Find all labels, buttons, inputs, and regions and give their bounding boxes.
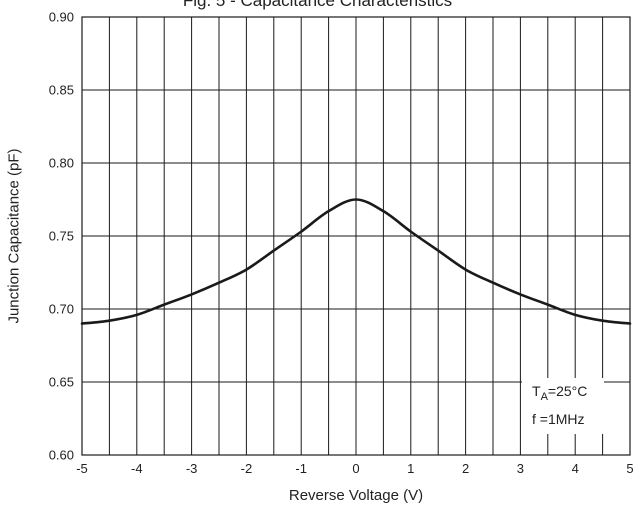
x-axis-label: Reverse Voltage (V)	[288, 487, 424, 504]
y-axis-label: Junction Capacitance (pF)	[5, 148, 23, 324]
y-tick-label: 0.60	[49, 448, 74, 463]
y-tick-labels: 0.60 0.65 0.70 0.75 0.80 0.85 0.90	[49, 10, 74, 463]
x-tick-label: 1	[407, 461, 414, 476]
y-tick-label: 0.90	[49, 10, 74, 25]
y-tick-label: 0.75	[49, 229, 74, 244]
series-layer	[80, 198, 632, 325]
x-tick-label: -2	[241, 461, 253, 476]
x-tick-label: 0	[352, 461, 359, 476]
x-tick-label: -3	[186, 461, 198, 476]
x-tick-label: -1	[295, 461, 307, 476]
y-tick-label: 0.85	[49, 83, 74, 98]
y-tick-label: 0.65	[49, 375, 74, 390]
capacitance-curve	[80, 198, 632, 325]
x-tick-labels: -5 -4 -3 -2 -1 0 1 2 3 4 5	[76, 461, 633, 476]
x-tick-label: 4	[572, 461, 579, 476]
x-tick-label: 3	[517, 461, 524, 476]
x-tick-label: -4	[131, 461, 143, 476]
chart-title: Fig. 5 - Capacitance Characteristics	[182, 0, 453, 10]
y-tick-label: 0.80	[49, 156, 74, 171]
x-tick-label: -5	[76, 461, 88, 476]
conditions-annotation: TA=25°C f =1MHz	[522, 378, 604, 434]
temperature-note: TA=25°C	[532, 383, 588, 403]
x-tick-label: 2	[462, 461, 469, 476]
plot-frame	[81, 16, 631, 456]
frequency-note: f =1MHz	[532, 411, 585, 427]
y-tick-label: 0.70	[49, 302, 74, 317]
x-tick-label: 5	[626, 461, 633, 476]
